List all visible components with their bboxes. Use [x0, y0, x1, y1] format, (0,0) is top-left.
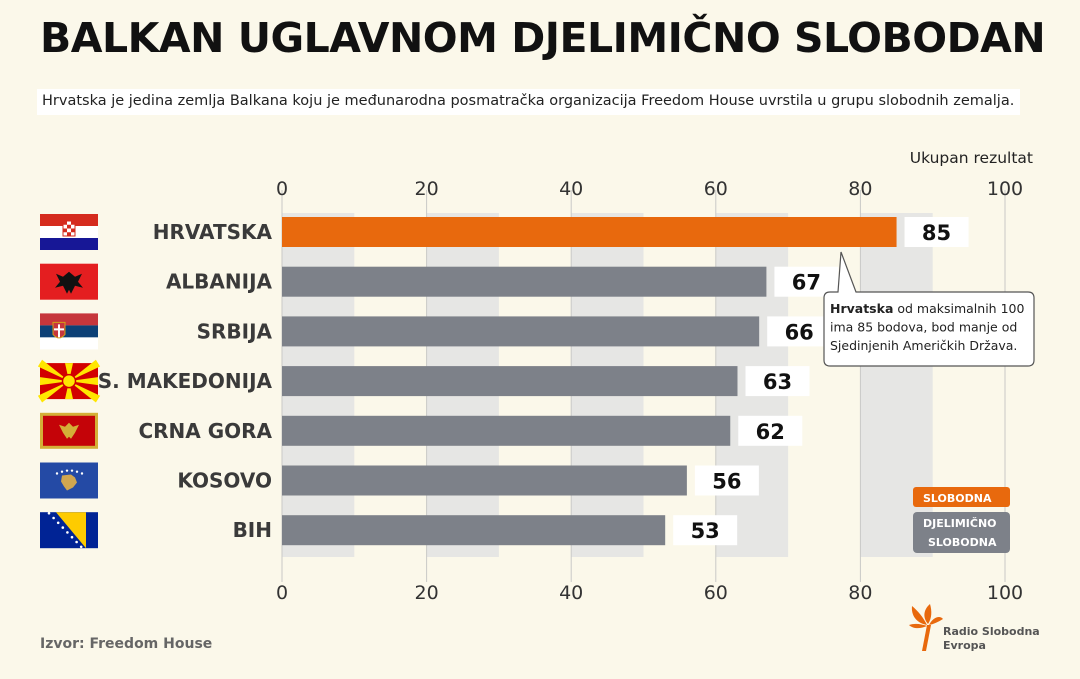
rfe-logo-line1: Radio Slobodna: [943, 625, 1040, 638]
value-label-box: [738, 415, 803, 446]
category-label: HRVATSKA: [153, 220, 273, 244]
annotation-text-line: Hrvatska od maksimalnih 100: [830, 301, 1024, 316]
legend-label-free: SLOBODNA: [923, 492, 992, 505]
value-label: 85: [922, 221, 951, 245]
x-tick-label-top: 0: [276, 178, 288, 200]
x-tick-label-bottom: 40: [559, 582, 583, 604]
annotation-text-line: ima 85 bodova, bod manje od: [830, 320, 1017, 335]
x-tick-label-bottom: 100: [987, 582, 1023, 604]
kosovo-flag: [40, 462, 98, 499]
x-tick-label-top: 80: [848, 178, 872, 200]
value-label: 53: [691, 519, 720, 543]
annotation-text-line: Sjedinjenih Američkih Država.: [830, 338, 1017, 353]
x-tick-label-bottom: 20: [415, 582, 439, 604]
value-label: 63: [763, 370, 792, 394]
value-label-box: [745, 366, 810, 397]
value-label-box: [694, 465, 759, 496]
bosnia-flag: [40, 511, 98, 549]
legend-label-partly-free-line1: DJELIMIČNO: [923, 517, 997, 530]
bar-hrvatska: [282, 217, 897, 247]
rfe-logo-icon: [909, 604, 943, 651]
category-label: CRNA GORA: [138, 419, 272, 443]
x-axis-label: Ukupan rezultat: [910, 149, 1033, 167]
chart-subtitle: Hrvatska je jedina zemlja Balkana koju j…: [37, 89, 1021, 115]
x-tick-label-top: 100: [987, 178, 1023, 200]
bar-srbija: [282, 316, 760, 347]
bar-s-makedonija: [282, 366, 738, 397]
x-tick-label-bottom: 80: [848, 582, 872, 604]
value-label-box: [673, 515, 738, 546]
bar-albanija: [282, 266, 767, 297]
north-macedonia-flag: [37, 359, 101, 403]
albania-flag: [40, 263, 98, 300]
rfe-logo-line2: Evropa: [943, 639, 986, 652]
value-label: 62: [756, 420, 785, 444]
bar-crna-gora: [282, 415, 731, 446]
x-tick-label-bottom: 60: [704, 582, 728, 604]
bar-bih: [282, 515, 666, 546]
category-label: S. MAKEDONIJA: [98, 369, 273, 393]
x-tick-label-top: 60: [704, 178, 728, 200]
rfe-logo-text: Radio Slobodna Evropa: [943, 625, 1040, 653]
x-tick-label-top: 40: [559, 178, 583, 200]
serbia-flag: [40, 313, 98, 350]
legend-swatch-free: [913, 487, 1010, 507]
x-tick-label-bottom: 0: [276, 582, 288, 604]
category-label: KOSOVO: [177, 469, 272, 493]
annotation-callout: [823, 251, 1035, 367]
category-label: BIH: [233, 518, 272, 542]
montenegro-flag: [40, 412, 98, 449]
value-label: 66: [785, 320, 814, 344]
croatia-flag: [40, 214, 98, 250]
chart-title: BALKAN UGLAVNOM DJELIMIČNO SLOBODAN: [40, 14, 1046, 62]
legend-label-partly-free-line2: SLOBODNA: [928, 536, 997, 549]
source-note: Izvor: Freedom House: [40, 636, 213, 652]
category-label: ALBANIJA: [166, 270, 273, 294]
category-label: SRBIJA: [197, 319, 273, 343]
value-label: 67: [792, 271, 821, 295]
value-label-box: [767, 316, 832, 347]
legend-swatch-partly-free: [913, 512, 1010, 553]
rfe-logo: Radio Slobodna Evropa: [908, 603, 1048, 655]
value-label-box: [904, 217, 969, 247]
bar-kosovo: [282, 465, 687, 496]
value-label: 56: [712, 470, 741, 494]
x-tick-label-top: 20: [415, 178, 439, 200]
